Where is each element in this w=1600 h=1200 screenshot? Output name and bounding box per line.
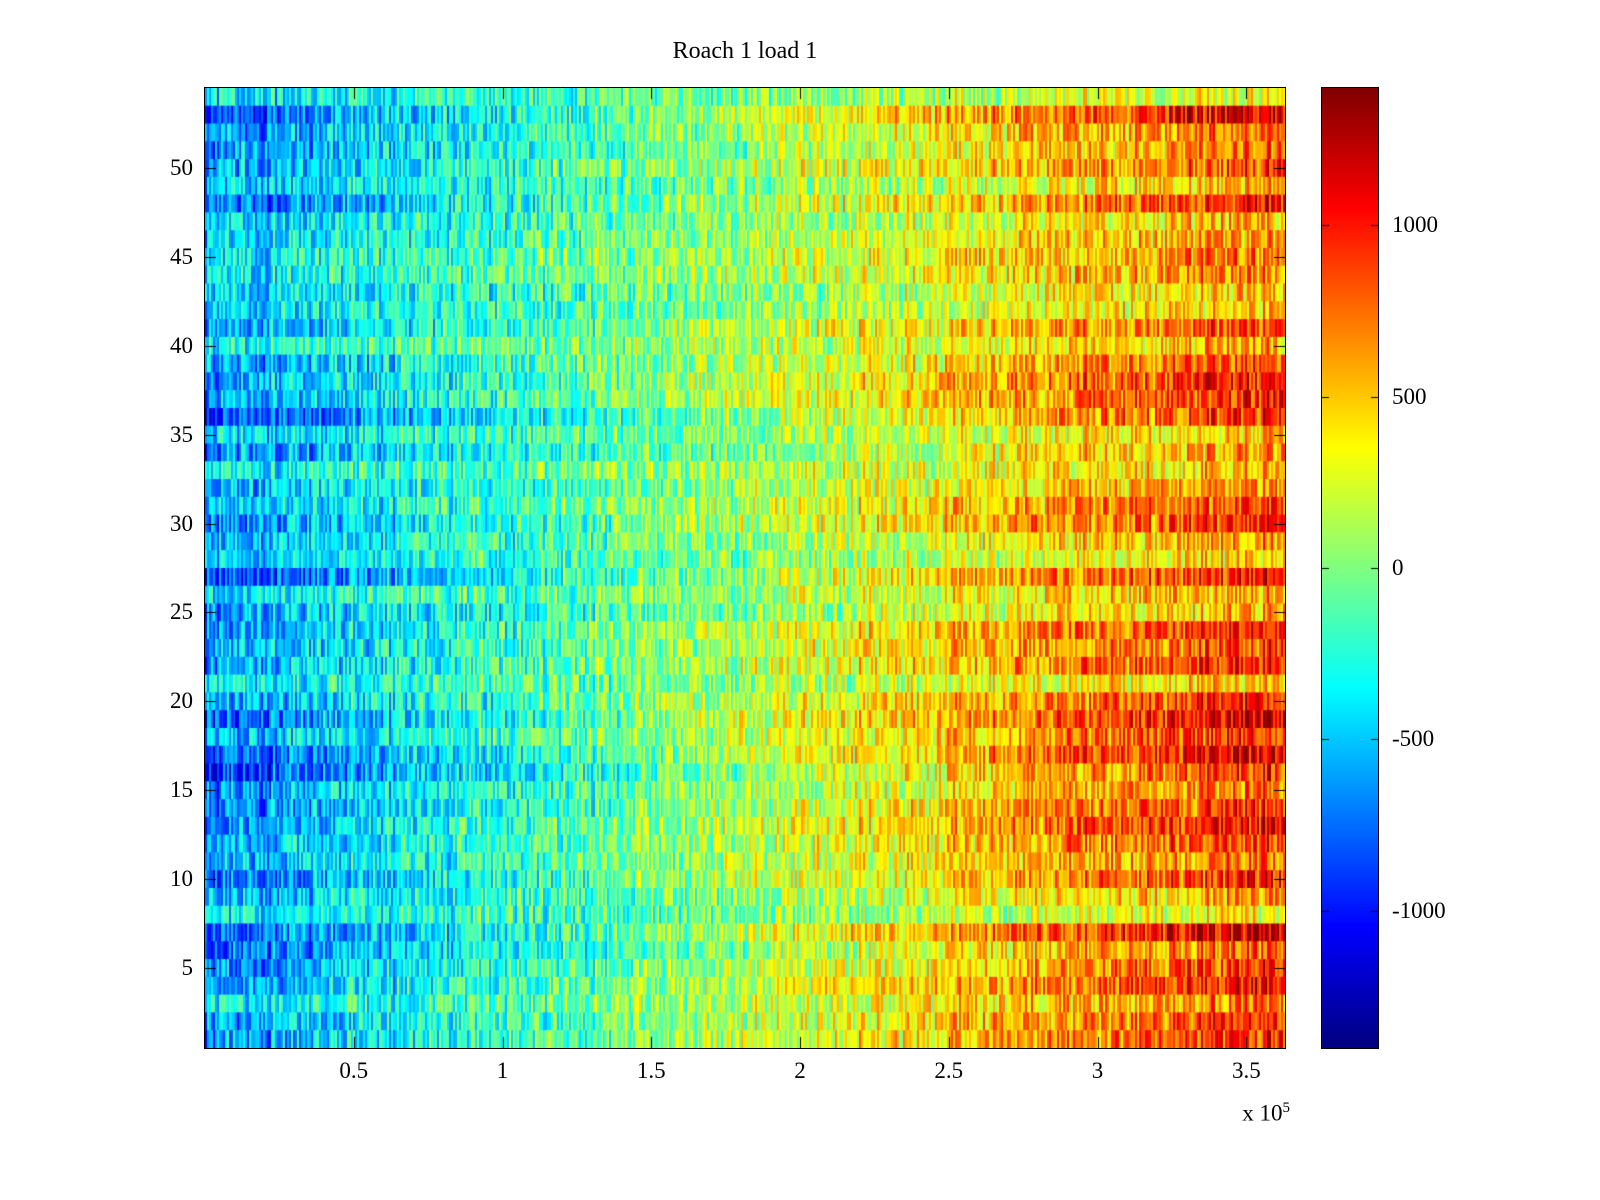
colorbar-tick-label: 1000 xyxy=(1392,212,1438,238)
y-tick-label: 50 xyxy=(170,155,193,180)
x-tick-label: 3.5 xyxy=(1231,1058,1261,1083)
x-axis-exponent-label: x 105 xyxy=(1180,1100,1290,1127)
x-tick-label: 1 xyxy=(496,1058,509,1083)
colorbar-tick-label: -500 xyxy=(1392,726,1435,752)
colorbar xyxy=(1321,87,1379,1049)
y-tick-label: 35 xyxy=(170,421,193,447)
x-tick-label: 2 xyxy=(794,1058,806,1083)
x-axis-exponent-power: 5 xyxy=(1282,1100,1291,1116)
x-axis-exponent-base: x 10 xyxy=(1242,1100,1283,1126)
y-tick-label: 25 xyxy=(170,599,193,625)
x-tick-label: 0.5 xyxy=(339,1058,369,1083)
colorbar-tick-label: -1000 xyxy=(1392,897,1446,923)
x-tick-label: 1.5 xyxy=(636,1058,666,1083)
y-tick-label: 30 xyxy=(170,510,193,536)
y-tick-label: 20 xyxy=(170,688,193,714)
colorbar-tick-label: 0 xyxy=(1392,555,1404,580)
chart-title: Roach 1 load 1 xyxy=(672,38,818,64)
x-tick-label: 2.5 xyxy=(934,1058,964,1083)
y-tick-label: 15 xyxy=(170,777,193,803)
heatmap-canvas xyxy=(204,87,1286,1049)
colorbar-tick-label: 500 xyxy=(1392,383,1427,409)
y-tick-label: 5 xyxy=(181,955,194,980)
y-tick-label: 40 xyxy=(170,332,193,358)
x-tick-label: 3 xyxy=(1091,1058,1104,1083)
y-tick-label: 10 xyxy=(170,866,193,892)
y-tick-label: 45 xyxy=(170,243,193,269)
